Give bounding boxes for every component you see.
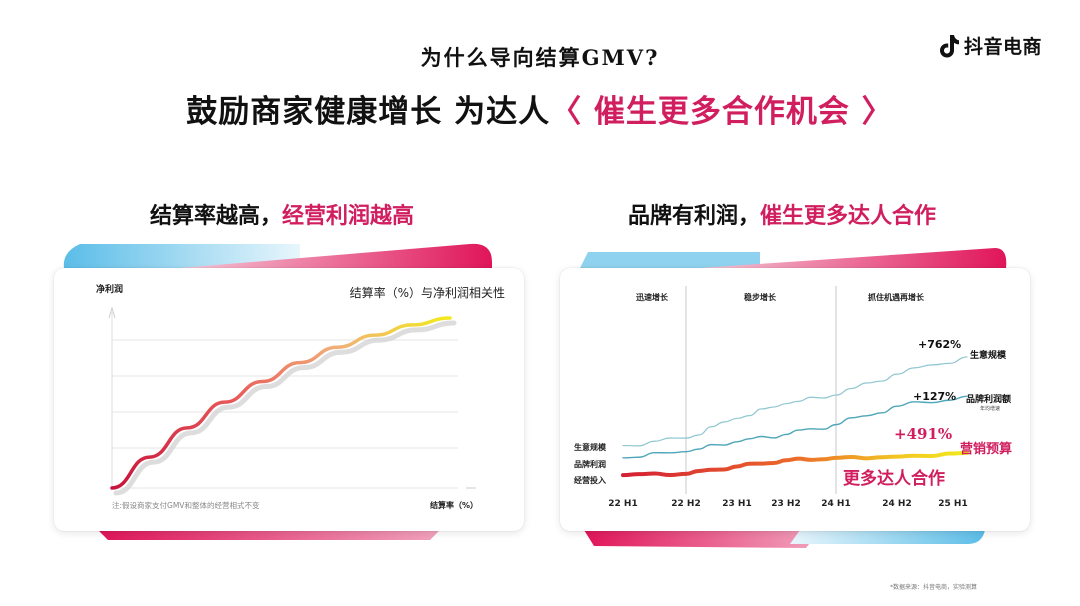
x-tick-label: 24 H1 <box>821 499 850 509</box>
series-name-gmv: 生意规模 <box>970 349 1007 361</box>
title-highlight: 〈 催生更多合作机会 〉 <box>550 94 894 130</box>
left-chart-card <box>54 268 524 531</box>
page-title: 鼓励商家健康增长 为达人〈 催生更多合作机会 〉 <box>0 86 1080 131</box>
phase-labels: 迅速增长 稳步增长 抓住机遇再增长 <box>636 292 925 302</box>
x-tick-labels: 22 H1 22 H2 23 H1 23 H2 24 H1 24 H2 25 H1 <box>608 499 967 509</box>
left-series-line <box>110 316 452 490</box>
ribbon-pink-left <box>180 243 492 268</box>
ribbon-cyan-right <box>580 252 760 268</box>
ribbon-pink-right <box>700 248 1007 268</box>
series-line-2 <box>621 450 969 478</box>
series-start-label: 经营投入 <box>574 475 606 485</box>
left-heading-main: 结算率越高， <box>150 203 283 229</box>
series-lines <box>621 356 969 478</box>
left-note: 注:假设商家支付GMV和整体的经营相式不变 <box>112 500 260 510</box>
page-subtitle: 为什么导向结算GMV? <box>420 45 660 70</box>
phase-label: 迅速增长 <box>636 292 669 302</box>
left-heading-highlight: 经营利润越高 <box>282 203 415 229</box>
series-name-budget: 营销预算 <box>960 441 1012 457</box>
annotation-more-collab: 更多达人合作 <box>843 468 945 489</box>
change-label-gmv: +762% <box>918 338 961 351</box>
left-chart-title: 结算率（%）与净利润相关性 <box>350 285 505 300</box>
x-tick-label: 23 H2 <box>771 499 800 509</box>
title-main: 鼓励商家健康增长 为达人 <box>186 94 551 130</box>
series-line-1 <box>622 395 968 459</box>
change-label-budget: +491% <box>894 425 952 443</box>
brand-logo: 抖音电商 <box>936 32 1042 59</box>
x-tick-label: 22 H2 <box>671 499 700 509</box>
ribbon-pink-right-bottom <box>584 530 820 548</box>
series-start-label: 生意规模 <box>574 442 607 452</box>
x-tick-label: 24 H2 <box>882 499 911 509</box>
x-tick-label: 22 H1 <box>608 499 637 509</box>
left-panel-heading: 结算率越高，经营利润越高 <box>150 198 414 230</box>
series-sub-profit: 年均增速 <box>980 405 1000 412</box>
left-y-axis-arrow <box>108 306 116 319</box>
left-ylabel: 净利润 <box>96 283 123 295</box>
series-line-0 <box>622 356 968 447</box>
series-name-profit: 品牌利润额 <box>966 393 1011 405</box>
right-heading-main: 品牌有利润， <box>628 203 761 229</box>
phase-label: 稳步增长 <box>744 292 777 302</box>
ribbon-cyan-right-bottom <box>790 530 985 544</box>
ribbon-pink-left-bottom <box>98 530 440 540</box>
x-tick-label: 25 H1 <box>938 499 967 509</box>
right-heading-highlight: 催生更多达人合作 <box>760 203 937 229</box>
change-label-profit: +127% <box>913 390 956 403</box>
footnote: *数据来源：抖音电商，实验测算 <box>890 584 978 591</box>
ribbon-cyan-left <box>63 244 300 268</box>
douyin-note-icon <box>940 34 959 57</box>
x-tick-label: 23 H1 <box>722 499 751 509</box>
left-xlabel: 结算率（%） <box>430 500 478 510</box>
brand-name: 抖音电商 <box>964 36 1043 58</box>
left-series-shadow <box>113 320 457 496</box>
phase-label: 抓住机遇再增长 <box>868 292 925 302</box>
series-start-label: 品牌利润 <box>574 459 606 469</box>
right-panel-heading: 品牌有利润，催生更多达人合作 <box>628 198 936 230</box>
